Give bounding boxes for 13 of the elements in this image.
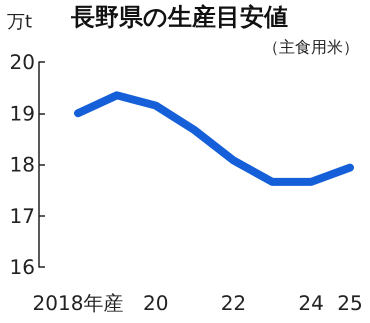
x-tick-label: 24 [298,291,324,315]
y-tick-label: 16 [10,255,35,279]
x-tick-label: 25 [337,291,363,315]
y-tick-label: 19 [10,101,35,126]
x-tick-label: 20 [142,291,168,315]
y-tick-label: 17 [10,204,35,228]
chart-subtitle: （主食用米） [263,38,359,56]
y-axis-title: 万t [7,12,32,32]
x-tick-label: 22 [220,291,246,315]
chart-title: 長野県の生産目安値 [70,3,288,31]
x-tick-label: 2018年産 [32,291,124,315]
y-tick-label: 18 [10,152,35,176]
y-tick-label: 20 [10,50,35,74]
